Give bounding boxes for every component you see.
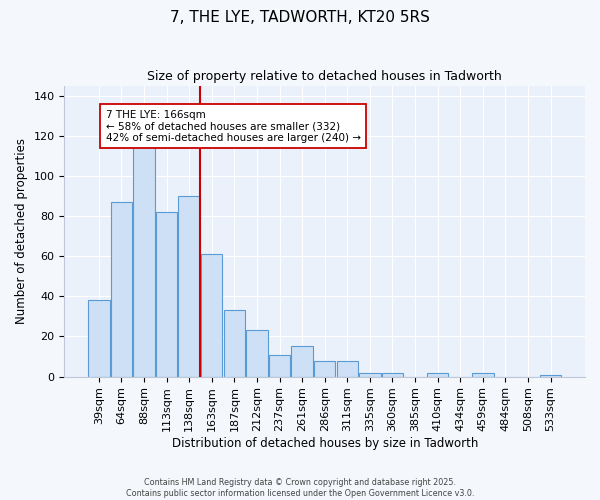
Bar bbox=[269, 354, 290, 376]
X-axis label: Distribution of detached houses by size in Tadworth: Distribution of detached houses by size … bbox=[172, 437, 478, 450]
Bar bbox=[427, 372, 448, 376]
Bar bbox=[224, 310, 245, 376]
Bar bbox=[178, 196, 200, 376]
Bar bbox=[246, 330, 268, 376]
Y-axis label: Number of detached properties: Number of detached properties bbox=[15, 138, 28, 324]
Bar bbox=[359, 372, 380, 376]
Bar bbox=[382, 372, 403, 376]
Bar bbox=[314, 360, 335, 376]
Title: Size of property relative to detached houses in Tadworth: Size of property relative to detached ho… bbox=[148, 70, 502, 83]
Bar bbox=[110, 202, 132, 376]
Bar bbox=[472, 372, 494, 376]
Bar bbox=[133, 144, 155, 376]
Bar bbox=[540, 374, 562, 376]
Bar bbox=[292, 346, 313, 376]
Bar bbox=[156, 212, 177, 376]
Text: 7, THE LYE, TADWORTH, KT20 5RS: 7, THE LYE, TADWORTH, KT20 5RS bbox=[170, 10, 430, 25]
Bar bbox=[88, 300, 110, 376]
Bar bbox=[201, 254, 223, 376]
Text: 7 THE LYE: 166sqm
← 58% of detached houses are smaller (332)
42% of semi-detache: 7 THE LYE: 166sqm ← 58% of detached hous… bbox=[106, 110, 361, 143]
Text: Contains HM Land Registry data © Crown copyright and database right 2025.
Contai: Contains HM Land Registry data © Crown c… bbox=[126, 478, 474, 498]
Bar bbox=[337, 360, 358, 376]
